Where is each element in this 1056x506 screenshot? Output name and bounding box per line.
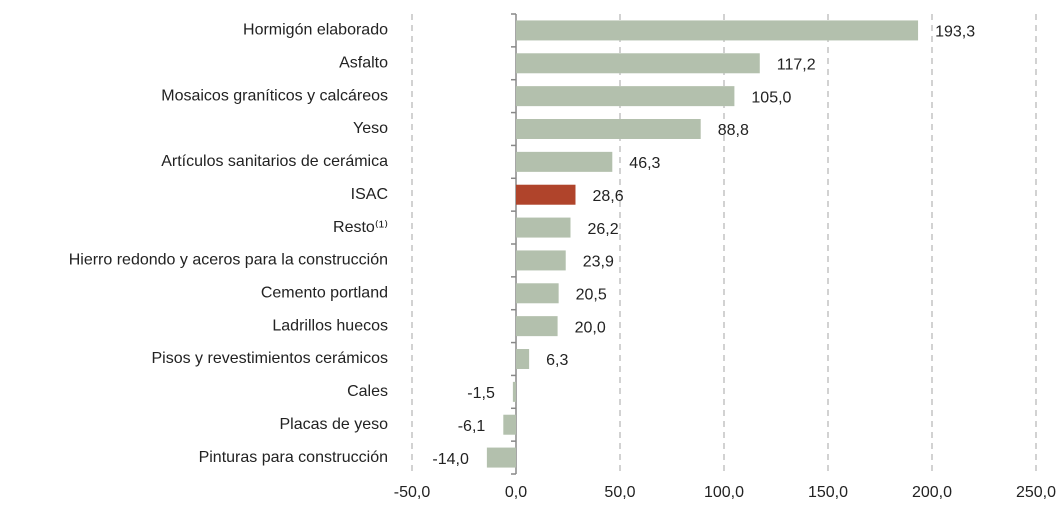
x-tick-label: 0,0: [505, 484, 527, 501]
y-tick-label: Cales: [347, 383, 388, 400]
bar: [516, 349, 530, 369]
value-label: 88,8: [718, 122, 749, 139]
y-tick-label: Pinturas para construcción: [199, 449, 388, 466]
bar: [516, 184, 576, 205]
x-tick-label: 50,0: [604, 484, 635, 501]
bar: [516, 53, 760, 74]
bar: [486, 447, 516, 468]
value-label: -1,5: [467, 385, 495, 402]
bar: [516, 151, 613, 172]
y-tick-label: Yeso: [353, 120, 388, 137]
y-tick-label: Cemento portland: [261, 285, 388, 302]
bar: [512, 381, 516, 402]
x-tick-label: 100,0: [704, 484, 744, 501]
x-tick-label: 200,0: [912, 484, 952, 501]
y-tick-label: Mosaicos graníticos y calcáreos: [161, 87, 388, 104]
x-tick-label: 250,0: [1016, 484, 1056, 501]
value-label: 23,9: [583, 254, 614, 271]
value-label: 20,0: [575, 319, 606, 336]
bar: [516, 250, 566, 271]
y-tick-label: Hierro redondo y aceros para la construc…: [69, 252, 388, 269]
value-label: 6,3: [546, 352, 568, 369]
bar: [516, 119, 701, 139]
x-tick-label: 150,0: [808, 484, 848, 501]
y-tick-label: ISAC: [351, 186, 388, 203]
x-tick-label: -50,0: [394, 484, 431, 501]
y-tick-label: Asfalto: [339, 55, 388, 72]
value-label: 26,2: [587, 221, 618, 238]
value-label: -14,0: [432, 451, 469, 468]
bar: [516, 217, 571, 238]
bar: [503, 414, 516, 435]
y-tick-label: Ladrillos huecos: [272, 317, 388, 334]
bar: [516, 20, 919, 41]
y-tick-label: Placas de yeso: [279, 416, 388, 433]
bar: [516, 86, 735, 107]
y-tick-label: Artículos sanitarios de cerámica: [161, 153, 388, 170]
value-label: 193,3: [935, 24, 975, 41]
y-tick-label: Hormigón elaborado: [243, 22, 388, 39]
value-label: -6,1: [458, 418, 486, 435]
value-label: 117,2: [777, 57, 816, 74]
value-label: 46,3: [629, 155, 660, 172]
value-label: 105,0: [751, 89, 791, 106]
value-label: 28,6: [592, 188, 623, 205]
y-tick-label: Pisos y revestimientos cerámicos: [151, 350, 388, 367]
value-label: 20,5: [576, 287, 607, 304]
y-tick-label: Resto⁽¹⁾: [333, 219, 388, 236]
bar: [516, 316, 558, 337]
bar: [516, 283, 559, 304]
